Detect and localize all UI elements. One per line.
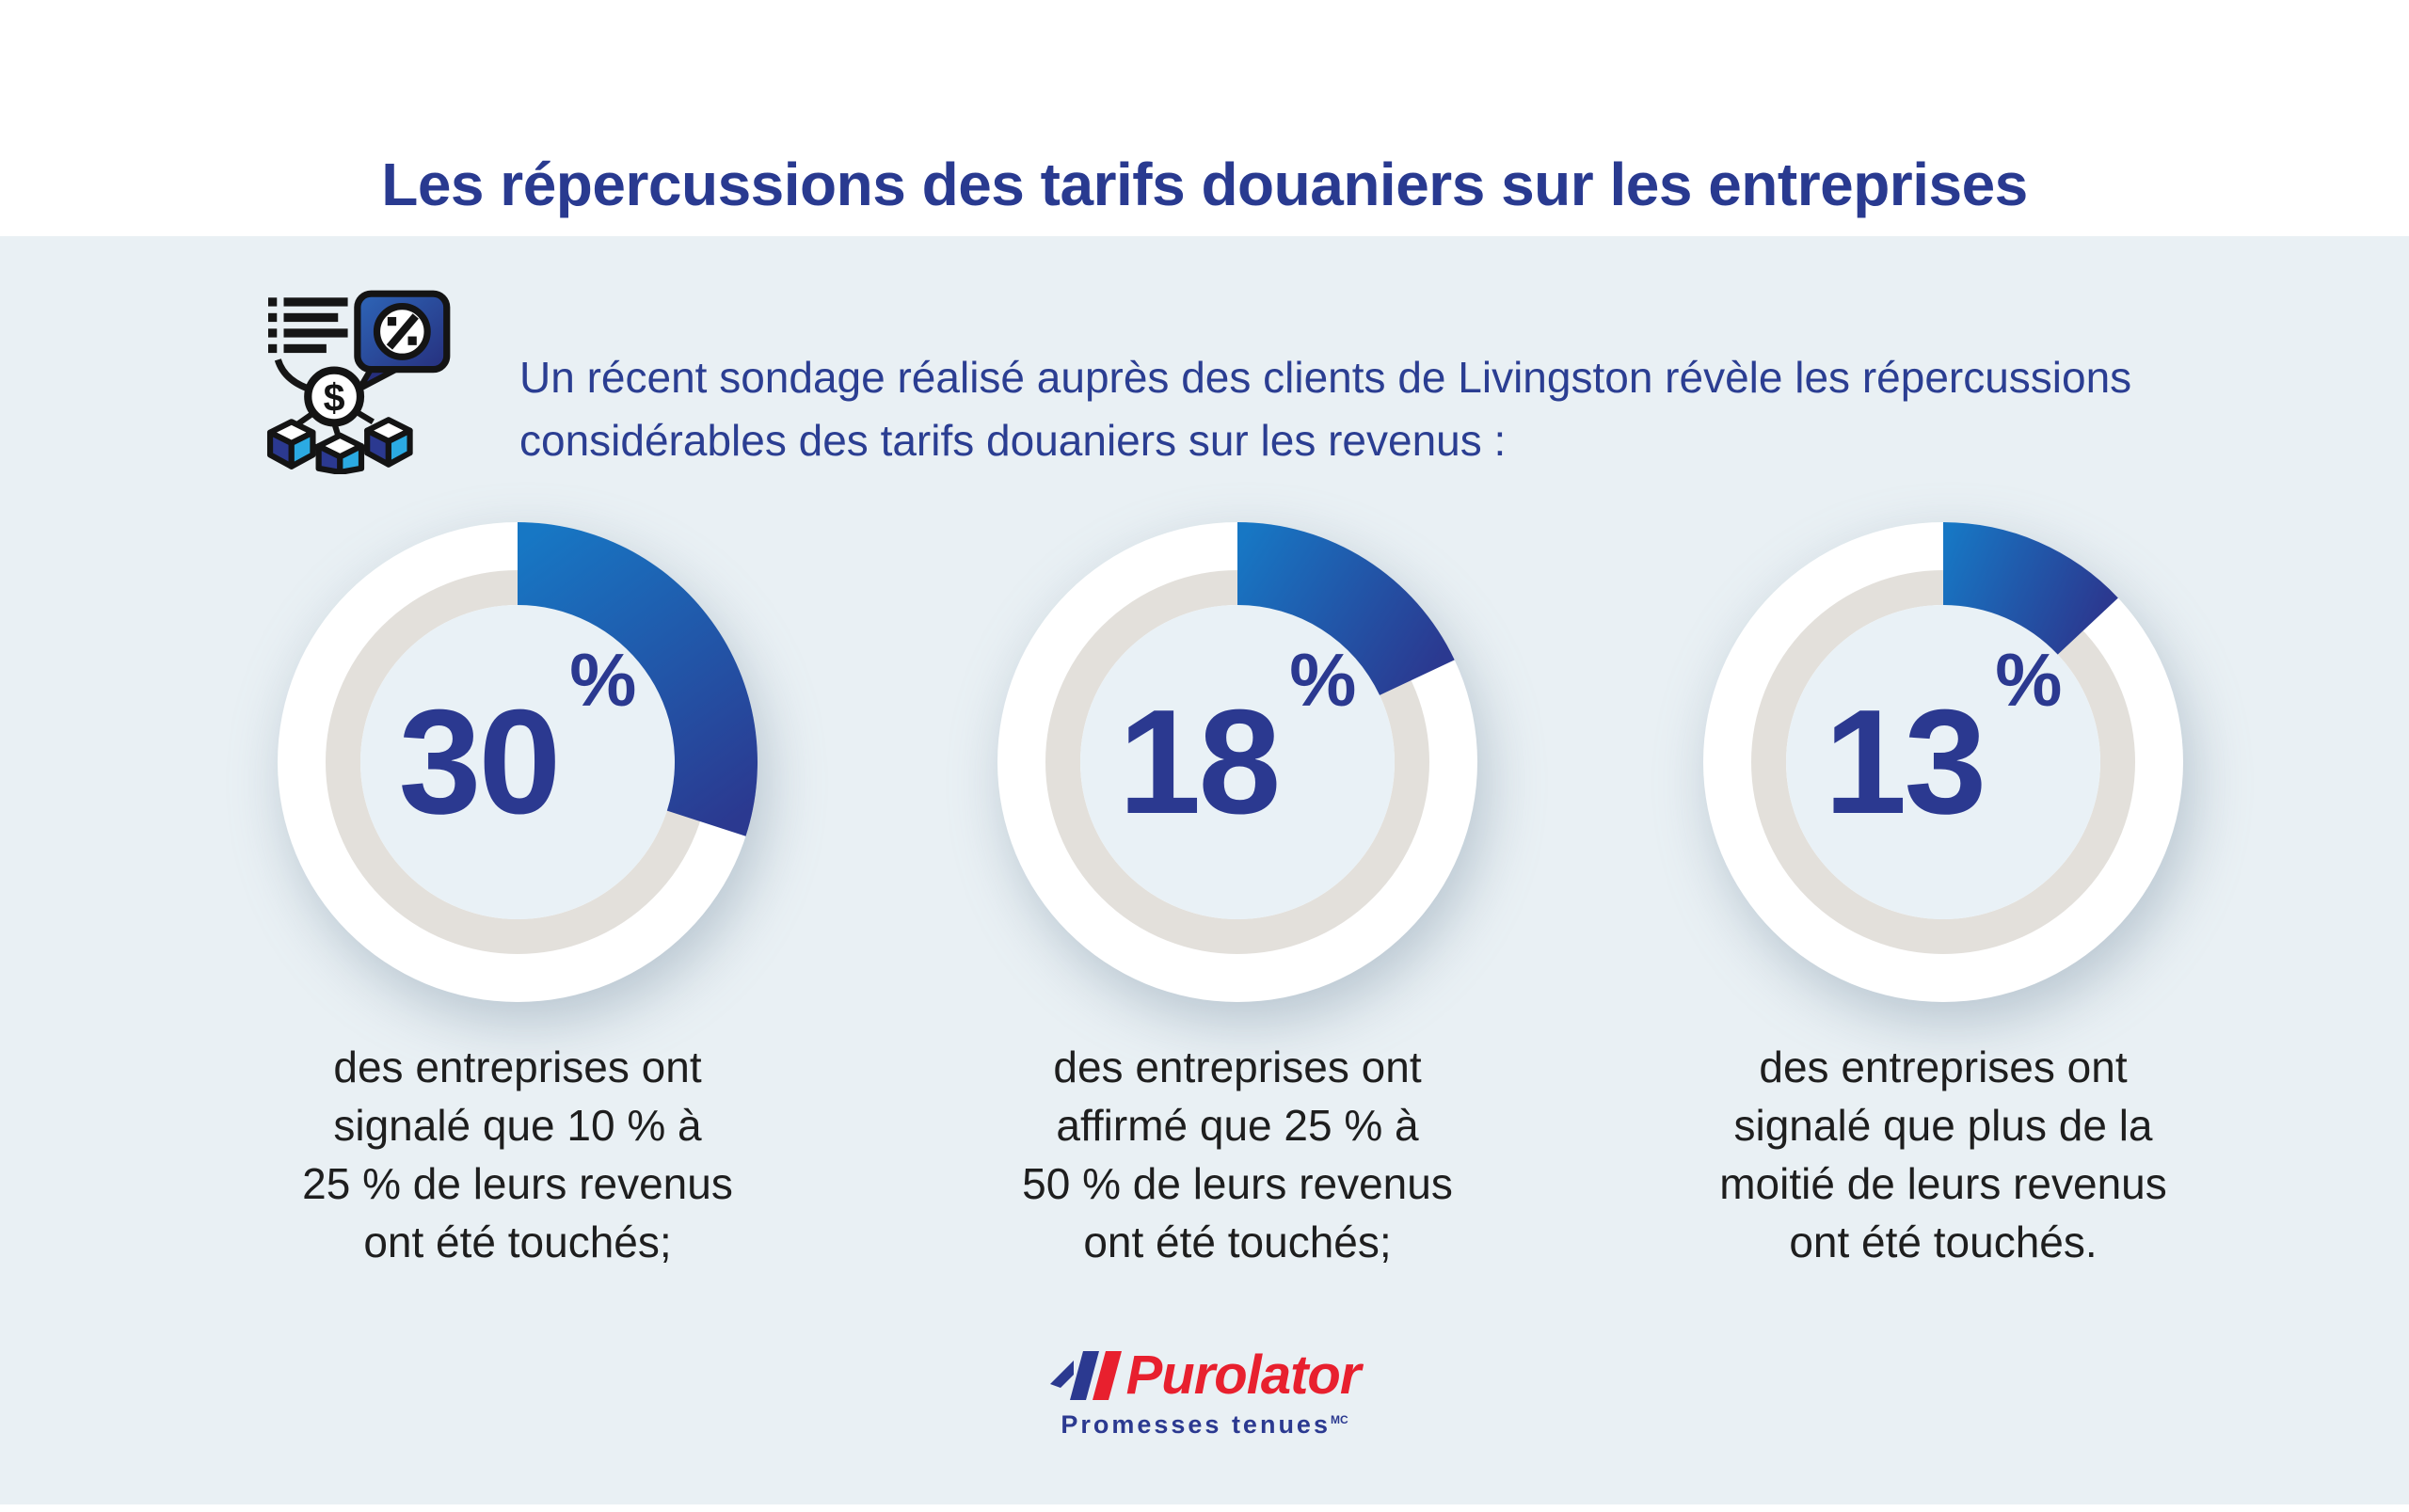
donut-center-disc (360, 605, 675, 919)
tariff-survey-icon: $ (266, 290, 451, 474)
top-white-band (0, 0, 2409, 236)
page-title: Les répercussions des tarifs douaniers s… (381, 150, 2028, 218)
bottom-white-strip (0, 1504, 2409, 1512)
logo-row: Purolator (1049, 1344, 1361, 1407)
donut-center-disc (1080, 605, 1395, 919)
donut-chart-30: 30 % (278, 522, 758, 1002)
purolator-mark-icon (1049, 1350, 1122, 1400)
stat-caption: des entreprises ont signalé que plus de … (1719, 1042, 2167, 1267)
donut-center-disc (1786, 605, 2100, 919)
logo-tagline: Promesses tenuesMC (1061, 1410, 1348, 1440)
tagline-text: Promesses tenues (1061, 1410, 1331, 1439)
donut-value-arc (1943, 522, 2118, 655)
donut-svg (278, 522, 758, 1002)
svg-text:$: $ (324, 376, 345, 420)
logo-wordmark: Purolator (1125, 1345, 1362, 1406)
donut-value-arc (1237, 522, 1455, 695)
donut-value-arc (518, 522, 758, 836)
intro-text: Un récent sondage réalisé auprès des cli… (519, 353, 2132, 466)
stat-column-13: 13 % des entreprises ont signalé que plu… (1586, 522, 2301, 1271)
stat-caption: des entreprises ont signalé que 10 % à 2… (302, 1042, 733, 1267)
percent-speech-bubble-icon (354, 290, 451, 392)
trademark-superscript: MC (1330, 1413, 1348, 1426)
stat-caption: des entreprises ont affirmé que 25 % à 5… (1022, 1042, 1453, 1267)
donut-chart-13: 13 % (1703, 522, 2183, 1002)
network-cubes-icon (266, 407, 413, 474)
dollar-circle-icon: $ (304, 366, 365, 427)
donut-chart-18: 18 % (997, 522, 1477, 1002)
donut-svg (1703, 522, 2183, 1002)
stat-column-18: 18 % des entreprises ont affirmé que 25 … (880, 522, 1595, 1271)
donut-svg (997, 522, 1477, 1002)
purolator-logo: Purolator Promesses tenuesMC (0, 1344, 2409, 1440)
stat-column-30: 30 % des entreprises ont signalé que 10 … (160, 522, 875, 1271)
